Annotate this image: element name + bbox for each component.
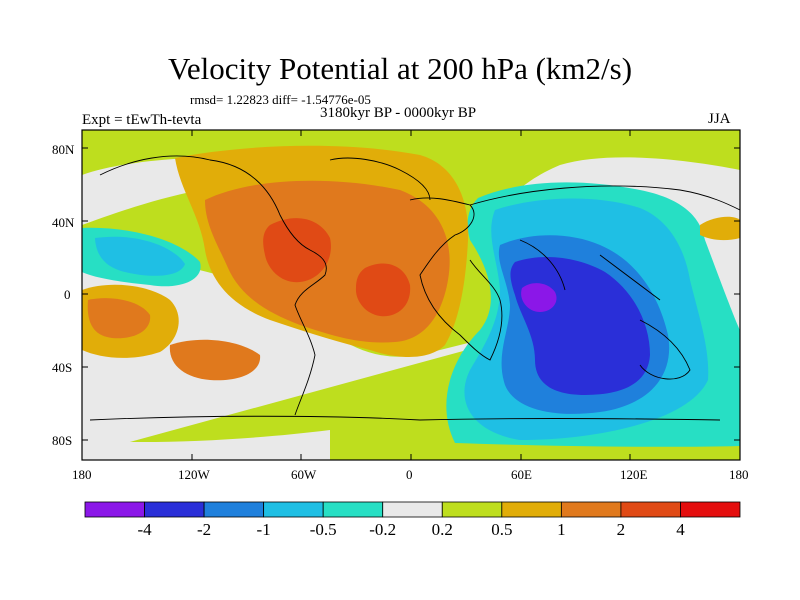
- field-minus-4: [521, 283, 557, 312]
- contour-field: [82, 130, 740, 460]
- field-south-pacific-orange: [87, 298, 151, 339]
- lon-tick-180e: 180: [729, 467, 749, 482]
- eurasia-coast: [469, 185, 740, 380]
- colorbar-swatch: [680, 501, 741, 518]
- period-label: 3180kyr BP - 0000kyr BP: [320, 105, 477, 121]
- field-plus-2-caribbean: [263, 218, 331, 283]
- field-plus-2-africa: [355, 263, 411, 317]
- experiment-label: Expt = tEwTh-tevta: [82, 112, 202, 128]
- field-west-pacific-orange: [700, 216, 740, 241]
- antarctica-coast: [89, 415, 721, 421]
- field-south-pacific-orange-2: [169, 339, 261, 381]
- colorbar-swatch: [84, 501, 145, 518]
- stats-line: rmsd= 1.22823 diff= -1.54776e-05: [190, 92, 371, 107]
- colorbar: [84, 501, 741, 518]
- axis-ticks: [81, 130, 741, 460]
- colorbar-swatch: [501, 501, 562, 518]
- colorbar-swatch: [560, 501, 622, 518]
- season-label: JJA: [708, 111, 731, 127]
- colorbar-label: -1: [256, 520, 271, 539]
- neutral-patch-antarctic: [82, 430, 330, 460]
- greenland-coast: [329, 157, 431, 201]
- colorbar-swatch: [144, 501, 205, 518]
- lat-tick-80s: 80S: [52, 433, 73, 448]
- field-pacific-cyan-inner: [95, 236, 185, 276]
- colorbar-swatch: [263, 501, 324, 518]
- lon-tick-180w: 180: [72, 467, 92, 482]
- colorbar-label: -0.5: [309, 520, 337, 539]
- colorbar-swatch: [620, 501, 681, 518]
- lat-tick-40s: 40S: [52, 360, 73, 375]
- colorbar-label: 0.5: [491, 520, 513, 539]
- colorbar-label: 2: [616, 520, 626, 539]
- colorbar-swatch: [382, 501, 443, 518]
- map-title: Velocity Potential at 200 hPa (km2/s): [167, 51, 633, 86]
- colorbar-label: 0.2: [431, 520, 453, 539]
- lon-tick-60w: 60W: [291, 467, 317, 482]
- colorbar-label: 1: [557, 520, 566, 539]
- africa-coast: [409, 197, 503, 361]
- lat-tick-80n: 80N: [52, 142, 75, 157]
- neutral-patch-northwest: [82, 158, 200, 225]
- coastlines: [89, 155, 740, 421]
- colorbar-label: 4: [676, 520, 685, 539]
- colorbar-label: -0.2: [369, 520, 397, 539]
- lon-tick-120w: 120W: [178, 467, 210, 482]
- colorbar-label: -2: [196, 520, 212, 539]
- colorbar-swatch: [322, 501, 384, 518]
- lat-tick-40n: 40N: [52, 215, 75, 230]
- lon-tick-120e: 120E: [620, 467, 648, 482]
- colorbar-swatch: [441, 501, 503, 518]
- lat-tick-0: 0: [64, 287, 71, 302]
- lon-tick-60e: 60E: [511, 467, 532, 482]
- lon-tick-0: 0: [406, 467, 413, 482]
- americas-coast: [99, 155, 327, 416]
- colorbar-swatch: [203, 501, 265, 518]
- colorbar-label: -4: [137, 520, 152, 539]
